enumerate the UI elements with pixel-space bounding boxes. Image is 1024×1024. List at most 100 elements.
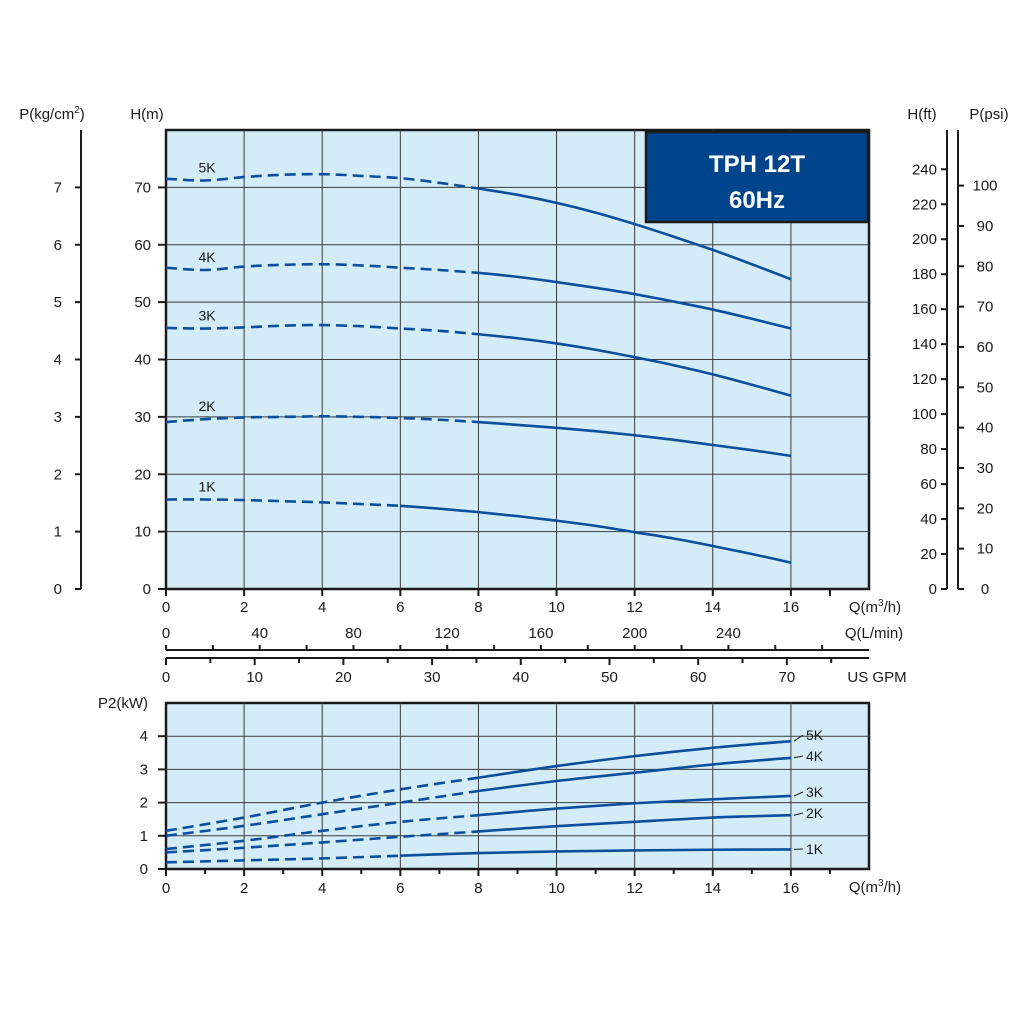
q-lmin-axis: 0 40 80 120 160 200 240 (162, 625, 824, 650)
power-q-tick-label: 16 (783, 880, 800, 897)
power-label-leader-4k (793, 755, 804, 759)
q-m3h-tick-label: 8 (474, 599, 482, 616)
q-lmin-tick-label: 80 (345, 625, 362, 642)
p2-axis: 0 1 2 3 4 (140, 728, 166, 878)
p2-tick-label: 4 (140, 728, 148, 745)
power-q-tick-label: 10 (548, 880, 565, 897)
head-curve-4k-dashed (165, 262, 479, 275)
power-label-leader-2k (793, 812, 804, 816)
h-ft-tick-label: 0 (929, 581, 937, 598)
q-lmin-tick-label: 0 (162, 625, 170, 642)
power-curve-4k (478, 756, 792, 793)
head-label-2k: 2K (198, 398, 216, 414)
h-ft-axis: 0 20 40 60 80 100 120 140 160 180 200 220 240 (912, 161, 947, 598)
p-kgcm2-tick-label: 3 (54, 409, 62, 426)
p-psi-tick-label: 40 (977, 420, 994, 437)
power-label-leader-5k (793, 734, 804, 742)
h-ft-tick-label: 80 (920, 441, 937, 458)
power-curves (165, 739, 792, 864)
h-ft-tick-label: 220 (912, 196, 937, 213)
power-q-tick-label: 8 (474, 880, 482, 897)
power-curve-2k-dashed (165, 830, 479, 854)
p-psi-tick-label: 70 (977, 299, 994, 316)
p-kgcm2-tick-label: 2 (54, 466, 62, 483)
power-curve-1k (400, 848, 791, 858)
power-q-axis-title: Q(m3/h) (849, 878, 901, 896)
power-q-tick-label: 6 (396, 880, 404, 897)
h-ft-tick-label: 40 (920, 511, 937, 528)
head-label-1k: 1K (198, 478, 216, 494)
p-kgcm2-tick-label: 7 (54, 179, 62, 196)
h-m-axis-title: H(m) (130, 106, 163, 123)
h-ft-tick-label: 100 (912, 406, 937, 423)
h-ft-axis-title: H(ft) (907, 106, 936, 123)
power-q-tick-label: 2 (240, 880, 248, 897)
q-m3h-tick-label: 6 (396, 599, 404, 616)
q-m3h-axis-title: Q(m3/h) (849, 598, 901, 616)
h-m-tick-label: 30 (134, 409, 151, 426)
q-lmin-axis-title: Q(L/min) (845, 625, 903, 642)
us-gpm-tick-label: 70 (779, 669, 796, 686)
head-curve-1k-dashed (165, 498, 401, 508)
power-label-5k: 5K (806, 727, 824, 743)
h-ft-tick-label: 120 (912, 371, 937, 388)
power-label-leader-3k (793, 791, 804, 797)
power-label-3k: 3K (806, 784, 824, 800)
p-psi-tick-label: 0 (981, 581, 989, 598)
power-curve-3k (478, 794, 791, 817)
model-badge: TPH 12T 60Hz (644, 130, 870, 224)
head-curve-2k (478, 420, 792, 458)
h-m-tick-label: 60 (134, 237, 151, 254)
power-curve-2k (478, 813, 791, 833)
power-curve-1k-dashed (165, 854, 401, 864)
power-q-tick-label: 14 (704, 880, 721, 897)
power-curve-labels: 1K 2K 3K 4K 5K (793, 727, 824, 857)
h-m-tick-label: 40 (134, 352, 151, 369)
q-m3h-tick-label: 16 (783, 599, 800, 616)
p2-tick-label: 2 (140, 795, 148, 812)
power-label-1k: 1K (806, 841, 824, 857)
h-ft-tick-label: 60 (920, 476, 937, 493)
power-label-2k: 2K (806, 805, 824, 821)
head-curve-2k-dashed (165, 414, 479, 424)
p-kgcm2-tick-label: 5 (54, 294, 62, 311)
p-kgcm2-tick-label: 0 (54, 581, 62, 598)
us-gpm-tick-label: 0 (162, 669, 170, 686)
power-q-tick-label: 4 (318, 880, 326, 897)
h-ft-tick-label: 140 (912, 336, 937, 353)
h-m-tick-label: 70 (134, 179, 151, 196)
q-m3h-tick-label: 0 (162, 599, 170, 616)
head-label-4k: 4K (198, 249, 216, 265)
head-curves (165, 172, 792, 564)
model-name: TPH 12T (709, 151, 805, 178)
q-lmin-tick-label: 160 (528, 625, 553, 642)
power-q-tick-label: 0 (162, 880, 170, 897)
power-label-4k: 4K (806, 748, 824, 764)
us-gpm-tick-label: 30 (424, 669, 441, 686)
head-curve-4k (478, 271, 792, 330)
q-m3h-tick-label: 14 (704, 599, 721, 616)
us-gpm-tick-label: 40 (512, 669, 529, 686)
q-lmin-tick-label: 40 (251, 625, 268, 642)
h-m-tick-label: 20 (134, 466, 151, 483)
p-psi-axis: 0 10 20 30 40 50 60 70 80 90 100 (958, 178, 998, 598)
p-kgcm2-tick-label: 6 (54, 237, 62, 254)
us-gpm-axis-title: US GPM (847, 669, 906, 686)
p-kgcm2-axis-title: P(kg/cm2) (19, 105, 85, 123)
head-curve-3k-dashed (165, 323, 479, 336)
h-ft-tick-label: 180 (912, 266, 937, 283)
q-m3h-tick-label: 10 (548, 599, 565, 616)
us-gpm-tick-label: 20 (335, 669, 352, 686)
us-gpm-tick-label: 50 (601, 669, 618, 686)
h-m-tick-label: 0 (143, 581, 151, 598)
h-ft-tick-label: 20 (920, 546, 937, 563)
p-psi-tick-label: 80 (977, 258, 994, 275)
head-curve-labels: 1K 2K 3K 4K 5K (198, 159, 216, 494)
p2-axis-title: P2(kW) (98, 695, 148, 712)
model-frequency: 60Hz (729, 187, 785, 214)
power-curve-3k-dashed (165, 813, 479, 851)
q-lmin-tick-label: 240 (716, 625, 741, 642)
head-curve-5k-dashed (165, 172, 479, 190)
